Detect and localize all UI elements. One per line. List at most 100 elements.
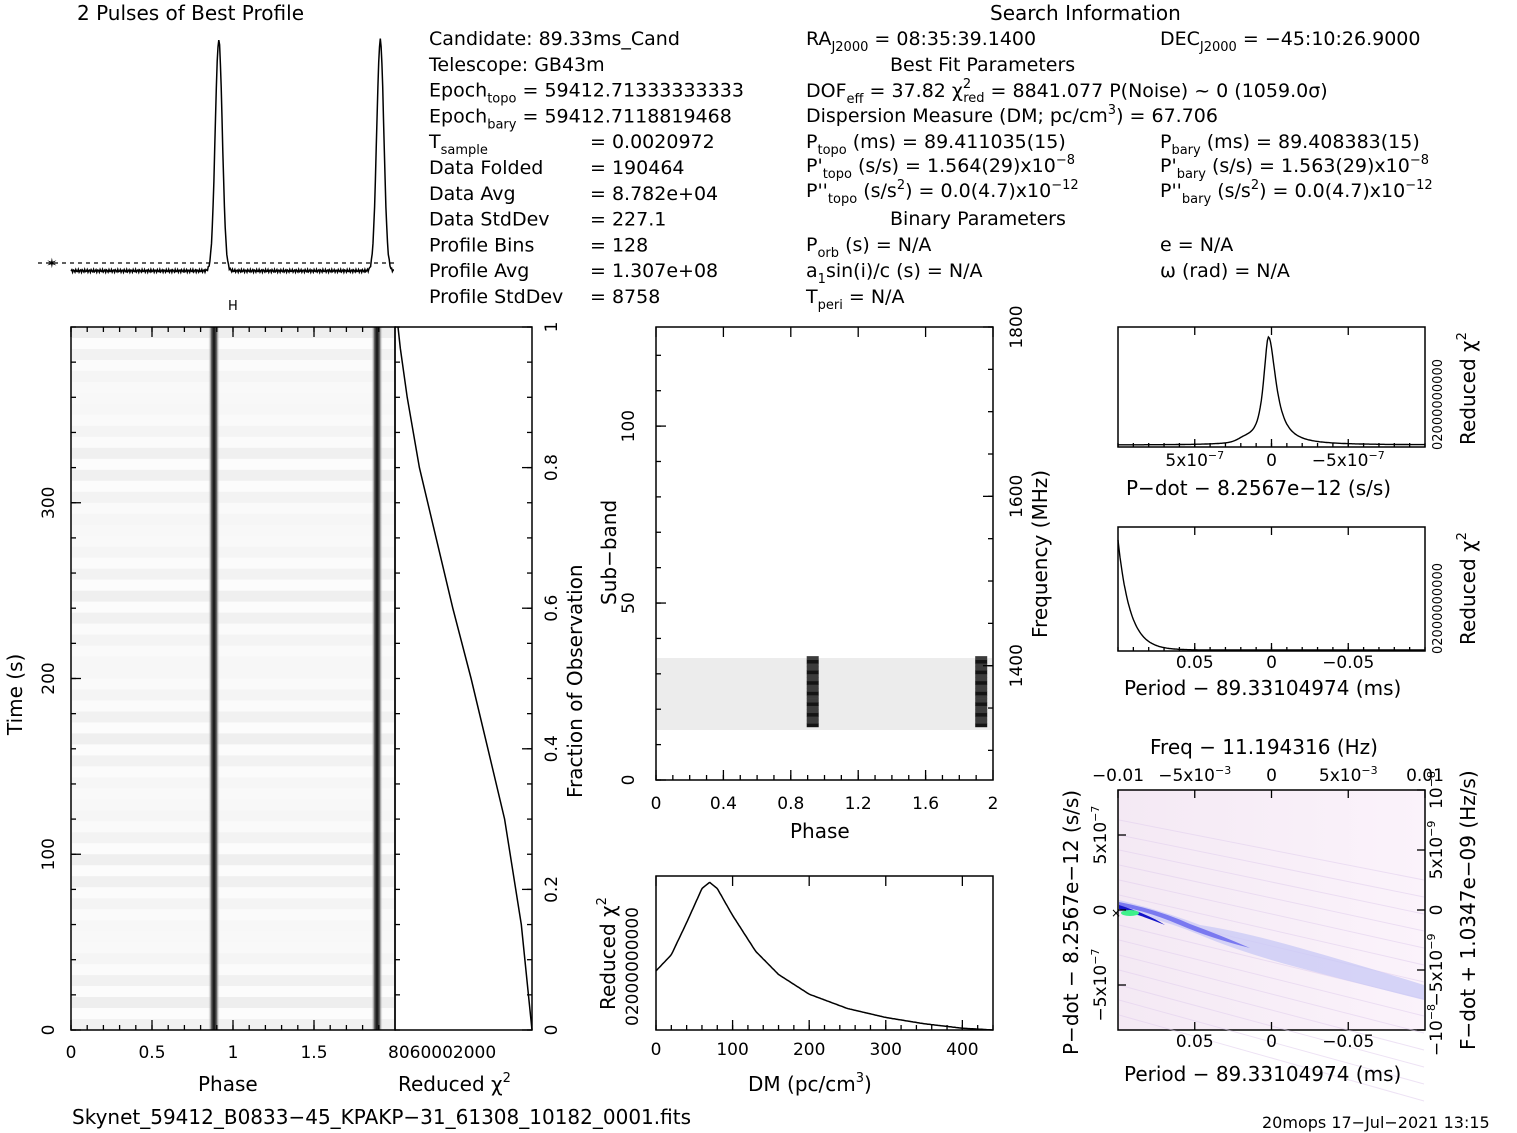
omega-line: ω (rad) = N/A bbox=[1160, 260, 1290, 282]
time-row bbox=[72, 403, 394, 416]
info-row: Epochbary = 59412.7118819468 bbox=[429, 105, 732, 132]
binary-title: Binary Parameters bbox=[890, 208, 1066, 230]
subband-pulse bbox=[806, 698, 819, 703]
chi2-time-ytick-label: 0.2 bbox=[542, 876, 562, 903]
time-row bbox=[72, 964, 394, 976]
time-row bbox=[72, 876, 394, 888]
subband-pulse bbox=[806, 680, 819, 685]
time-row bbox=[72, 524, 394, 537]
subband-xtick-label: 2 bbox=[988, 794, 999, 814]
fits-filename: Skynet_59412_B0833−45_KPAKP−31_61308_101… bbox=[72, 1105, 691, 1129]
pp-y2tick-label: 10−8 bbox=[1425, 771, 1447, 809]
dm-xtick-label: 300 bbox=[870, 1040, 902, 1060]
chi2-time-xlabel: Reduced χ2 bbox=[398, 1071, 511, 1096]
subband-pulse bbox=[806, 677, 819, 682]
pp-streak bbox=[1118, 849, 1425, 915]
subband-pulse bbox=[975, 705, 988, 710]
pp-y2tick-label: 5x10−9 bbox=[1425, 821, 1447, 880]
time-row bbox=[72, 359, 394, 372]
pp-streak bbox=[1118, 939, 1425, 1017]
subband-xtick-label: 0.8 bbox=[777, 794, 804, 814]
pp-xtick-label: 0 bbox=[1266, 1032, 1277, 1052]
period-yticks: 02000000000 bbox=[1431, 563, 1446, 654]
pp-xlabel: Period − 89.33104974 (ms) bbox=[1124, 1062, 1401, 1086]
time-row bbox=[72, 920, 394, 932]
time-phase-plot: 0 0.5 1 1.5 0 100 200 300 Phase Time (s) bbox=[3, 326, 396, 1096]
pp-streak bbox=[1118, 1014, 1425, 1102]
time-row bbox=[72, 832, 394, 844]
time-row bbox=[72, 1008, 394, 1020]
pp-xtick-label: −0.05 bbox=[1322, 1032, 1374, 1052]
subband-pulse bbox=[975, 656, 988, 660]
active-subbands bbox=[657, 658, 992, 730]
info-row: Data StdDev bbox=[429, 209, 550, 231]
pp-y2label: F−dot + 1.0347e−09 (Hz/s) bbox=[1456, 770, 1480, 1050]
subband-xtick-label: 1.6 bbox=[912, 794, 939, 814]
pp-xtick-label: 0.05 bbox=[1176, 1032, 1214, 1052]
pp-y2tick-label: 0 bbox=[1427, 905, 1447, 916]
subband-pulse bbox=[975, 712, 988, 717]
time-row bbox=[72, 590, 394, 603]
dm-xtick-label: 100 bbox=[716, 1040, 748, 1060]
time-phase-xtick-label: 0.5 bbox=[138, 1043, 165, 1063]
time-row bbox=[72, 623, 394, 636]
pdot-ylabel: Reduced χ2 bbox=[1455, 332, 1480, 445]
time-row bbox=[72, 348, 394, 361]
time-row bbox=[72, 986, 394, 998]
subband-pulse bbox=[975, 677, 988, 682]
time-row bbox=[72, 865, 394, 877]
pp-streak bbox=[1118, 819, 1425, 881]
search-information-block: Search Information RAJ2000 = 08:35:39.14… bbox=[805, 1, 1433, 313]
timestamp: 20mops 17−Jul−2021 13:15 bbox=[1262, 1113, 1490, 1132]
period-xtick-label: −0.05 bbox=[1322, 653, 1374, 673]
time-row bbox=[72, 546, 394, 559]
subband-pulse bbox=[975, 702, 988, 706]
a1sini-line: a1sin(i)/c (s) = N/A bbox=[806, 260, 982, 287]
subband-pulse bbox=[975, 666, 988, 671]
time-row bbox=[72, 997, 394, 1009]
subband-pulse bbox=[975, 663, 988, 668]
pp-streak bbox=[1118, 864, 1425, 932]
pp-streak bbox=[1118, 999, 1425, 1085]
time-row bbox=[72, 513, 394, 526]
subband-pulse bbox=[806, 659, 819, 664]
p-bary-line: Pbary (ms) = 89.408383(15) bbox=[1160, 131, 1420, 158]
time-row bbox=[72, 733, 394, 745]
time-row bbox=[72, 678, 394, 690]
freq-ytick-label: 1400 bbox=[1007, 644, 1027, 687]
info-row-value: = 190464 bbox=[590, 157, 685, 179]
chi2-time-plot: 0 0.2 0.4 0.6 0.8 1 8060002000 Reduced χ2 Fra… bbox=[388, 322, 587, 1096]
time-phase-xlabel: Phase bbox=[198, 1072, 258, 1096]
subband-xtick-label: 0.4 bbox=[710, 794, 737, 814]
dm-xtick-label: 0 bbox=[651, 1040, 662, 1060]
info-row: Epochtopo = 59412.71333333333 bbox=[429, 80, 744, 107]
info-row: Candidate: 89.33ms_Cand bbox=[429, 28, 680, 50]
dm-line: Dispersion Measure (DM; pc/cm3) = 67.706 bbox=[806, 103, 1218, 127]
pp-best-marker: × bbox=[1111, 906, 1121, 920]
freq-ytick-label: 1800 bbox=[1007, 305, 1027, 348]
time-phase-xtick-label: 1.5 bbox=[300, 1043, 327, 1063]
dm-xtick-label: 200 bbox=[793, 1040, 825, 1060]
subband-pulse bbox=[806, 719, 819, 724]
pdot-xtick-label: 0 bbox=[1266, 451, 1277, 471]
subband-xlabel: Phase bbox=[790, 819, 850, 843]
time-phase-ylabel: Time (s) bbox=[3, 654, 27, 736]
chi2-time-xticks: 8060002000 bbox=[388, 1043, 496, 1063]
time-row bbox=[72, 887, 394, 899]
chi2-time-ytick-label: 1 bbox=[542, 322, 562, 333]
pp-y2tick-label: −5x10−9 bbox=[1425, 934, 1447, 1007]
time-row bbox=[72, 821, 394, 833]
time-row bbox=[72, 953, 394, 965]
time-row bbox=[72, 942, 394, 954]
subband-pulse bbox=[975, 695, 988, 699]
subband-pulse bbox=[806, 695, 819, 699]
pdot-xtick-label: 5x10−7 bbox=[1165, 449, 1224, 471]
search-info-title: Search Information bbox=[990, 1, 1181, 25]
time-phase-ytick-label: 100 bbox=[39, 838, 59, 870]
subband-pulse bbox=[975, 670, 988, 675]
pp-title: Freq − 11.194316 (Hz) bbox=[1150, 735, 1378, 759]
dm-frame bbox=[655, 875, 994, 1031]
time-row bbox=[72, 612, 394, 625]
time-row bbox=[72, 854, 394, 866]
pp-y2tick-label: −10−8 bbox=[1425, 1004, 1447, 1056]
